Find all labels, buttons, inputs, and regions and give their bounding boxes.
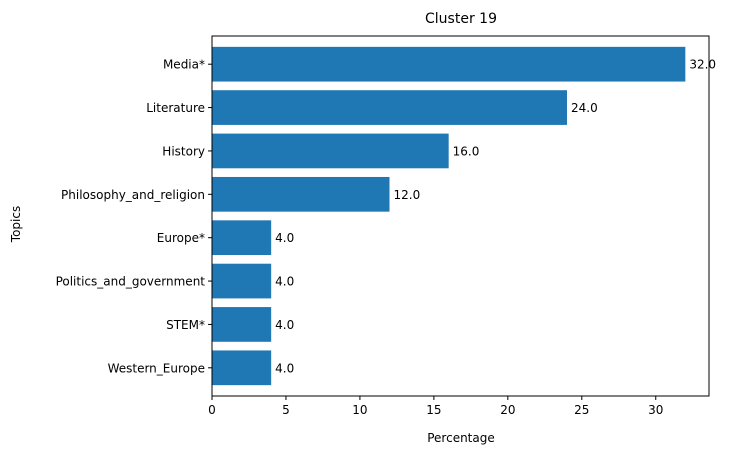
x-tick-label-2: 10 bbox=[352, 403, 367, 417]
bar-value-label-1: 24.0 bbox=[571, 101, 598, 115]
y-ticks-group: Media* Literature History Philosophy_and_re… bbox=[56, 58, 212, 375]
y-tick-label-1: Literature bbox=[146, 101, 205, 115]
y-tick-label-4: Europe* bbox=[157, 231, 205, 245]
bar-value-label-4: 4.0 bbox=[275, 231, 294, 245]
y-tick-label-7: Western_Europe bbox=[108, 361, 205, 375]
bar-value-label-7: 4.0 bbox=[275, 361, 294, 375]
bar-0 bbox=[212, 46, 686, 82]
bar-4 bbox=[212, 220, 272, 256]
bar-3 bbox=[212, 176, 390, 212]
axes-frame bbox=[211, 35, 710, 397]
chart-title: Cluster 19 bbox=[425, 11, 497, 27]
y-tick-label-2: History bbox=[162, 144, 205, 158]
bar-value-label-2: 16.0 bbox=[453, 144, 480, 158]
x-tick-label-5: 25 bbox=[574, 403, 589, 417]
bar-6 bbox=[212, 307, 272, 342]
x-tick-label-3: 15 bbox=[426, 403, 441, 417]
x-ticks-group: 0 5 10 15 20 25 30 bbox=[208, 396, 663, 417]
x-tick-label-0: 0 bbox=[208, 403, 216, 417]
x-tick-label-6: 30 bbox=[648, 403, 663, 417]
bar-5 bbox=[212, 263, 272, 299]
bar-value-label-3: 12.0 bbox=[394, 188, 421, 202]
y-tick-label-6: STEM* bbox=[166, 318, 205, 332]
y-axis-label: Topics bbox=[9, 206, 23, 243]
x-tick-label-4: 20 bbox=[500, 403, 515, 417]
x-axis-label: Percentage bbox=[427, 431, 495, 445]
y-tick-label-3: Philosophy_and_religion bbox=[61, 188, 205, 202]
bar-value-label-5: 4.0 bbox=[275, 275, 294, 289]
bars-group: 32.0 24.0 16.0 12.0 4.0 4.0 4.0 4.0 bbox=[212, 46, 716, 386]
x-tick-label-1: 5 bbox=[282, 403, 290, 417]
bar-1 bbox=[212, 90, 567, 125]
bar-value-label-6: 4.0 bbox=[275, 318, 294, 332]
bar-value-label-0: 32.0 bbox=[689, 58, 716, 72]
bar-2 bbox=[212, 133, 449, 169]
y-tick-label-0: Media* bbox=[163, 58, 205, 72]
y-tick-label-5: Politics_and_government bbox=[56, 275, 206, 289]
bar-7 bbox=[212, 350, 272, 386]
